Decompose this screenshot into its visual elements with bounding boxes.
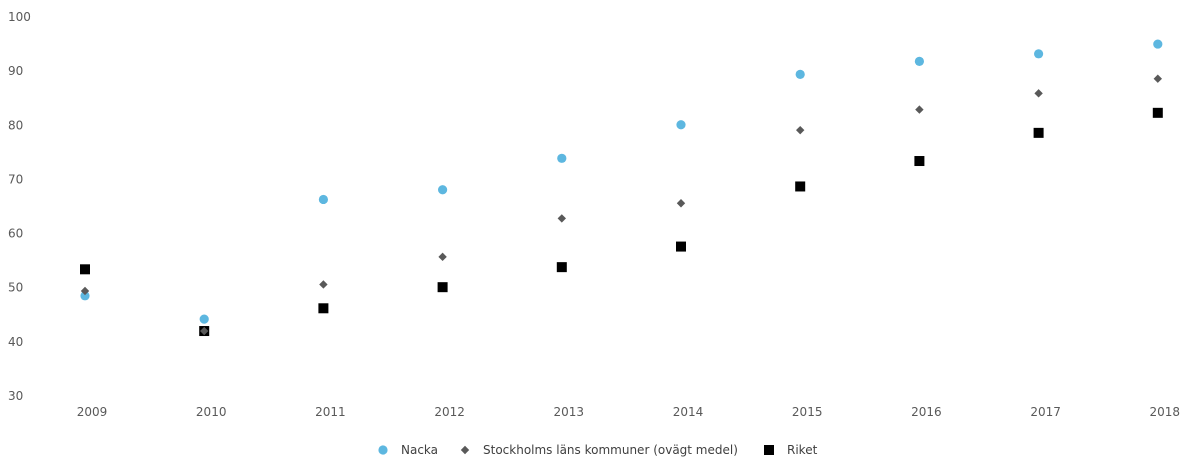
plot-area [80, 39, 1163, 337]
data-point [319, 280, 328, 289]
y-tick-label: 70 [8, 172, 23, 186]
data-point [438, 252, 447, 262]
data-point [795, 181, 806, 192]
legend-label: Stockholms läns kommuner (ovägt medel) [483, 443, 738, 457]
x-axis: 2009 2010 2011 2012 2013 2014 2015 2016 2017 2018 [77, 405, 1180, 419]
data-point [1153, 39, 1163, 49]
data-point [915, 105, 924, 114]
data-point [318, 303, 329, 314]
series-diamond [80, 74, 1162, 336]
x-tick-label: 2017 [1030, 405, 1061, 419]
series-square [80, 107, 1163, 337]
data-point [795, 69, 805, 79]
data-point [80, 286, 90, 296]
legend-marker [378, 445, 388, 455]
legend: Nacka Stockholms läns kommuner (ovägt med… [378, 443, 818, 457]
data-point [676, 199, 686, 208]
y-tick-label: 60 [8, 227, 23, 241]
x-tick-label: 2016 [911, 405, 942, 419]
data-point [676, 120, 686, 130]
data-point [199, 314, 209, 324]
legend-item: Nacka [378, 443, 438, 457]
data-point [1033, 127, 1044, 138]
y-axis: 30 40 50 60 70 80 90 100 [8, 10, 31, 403]
data-point [557, 214, 566, 223]
x-tick-label: 2011 [315, 405, 346, 419]
data-point [438, 185, 448, 195]
data-point [318, 194, 328, 205]
y-tick-label: 80 [8, 118, 23, 132]
data-point [1153, 74, 1162, 83]
x-tick-label: 2009 [77, 405, 108, 419]
data-point [914, 156, 925, 167]
x-tick-label: 2013 [554, 405, 585, 419]
y-tick-label: 100 [8, 10, 31, 24]
legend-marker [460, 445, 470, 455]
data-point [200, 326, 209, 336]
data-point [796, 125, 805, 135]
legend-marker [764, 445, 774, 455]
data-point [676, 241, 686, 252]
x-tick-label: 2014 [673, 405, 704, 419]
legend-item: Stockholms läns kommuner (ovägt medel) [460, 443, 738, 457]
x-tick-label: 2010 [196, 405, 227, 419]
data-point [556, 262, 567, 273]
series-circle [80, 39, 1163, 324]
data-point [557, 153, 567, 163]
y-tick-label: 30 [8, 389, 23, 403]
data-point [914, 56, 925, 66]
x-tick-label: 2018 [1150, 405, 1181, 419]
data-point [1034, 49, 1044, 59]
data-point [80, 264, 90, 275]
x-tick-label: 2015 [792, 405, 823, 419]
data-point [437, 282, 448, 293]
data-point [1152, 107, 1163, 118]
data-point [80, 291, 90, 301]
y-tick-label: 40 [8, 335, 23, 349]
y-tick-label: 50 [8, 281, 23, 295]
data-point [1034, 89, 1043, 98]
legend-label: Riket [787, 443, 818, 457]
y-tick-label: 90 [8, 64, 23, 78]
legend-item: Riket [764, 443, 818, 457]
legend-label: Nacka [401, 443, 438, 457]
x-tick-label: 2012 [434, 405, 465, 419]
